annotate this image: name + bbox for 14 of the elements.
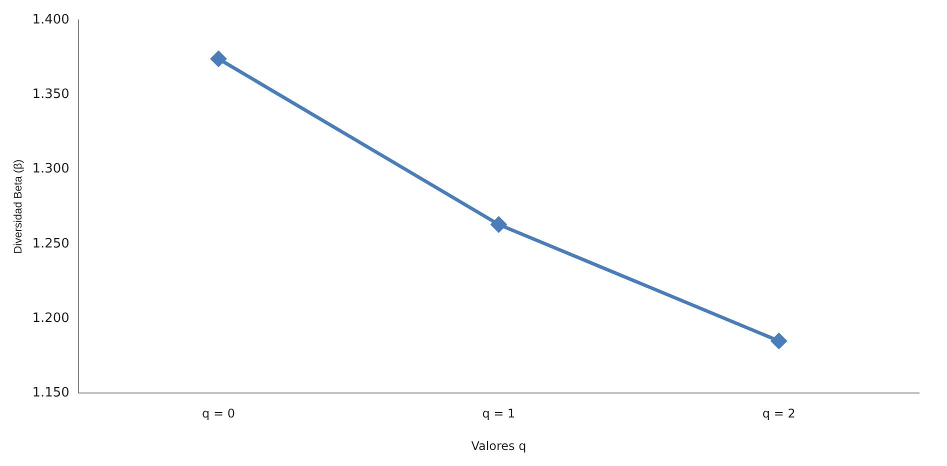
x-tick-label: q = 0 — [202, 406, 235, 421]
y-tick-label: 1.400 — [32, 12, 70, 28]
x-tick-label: q = 2 — [762, 406, 796, 421]
point — [771, 333, 787, 349]
x-axis-title: Valores q — [471, 438, 526, 453]
point — [210, 51, 226, 67]
y-tick-label: 1.200 — [32, 310, 70, 326]
x-tick-label: q = 1 — [482, 406, 516, 421]
point — [490, 216, 506, 232]
y-tick-label: 1.150 — [32, 386, 70, 401]
y-tick-label: 1.250 — [32, 236, 70, 252]
y-axis-title: Diversidad Beta (β) — [12, 159, 25, 254]
y-tick-label: 1.350 — [32, 87, 70, 102]
y-tick-label: 1.300 — [32, 162, 70, 177]
